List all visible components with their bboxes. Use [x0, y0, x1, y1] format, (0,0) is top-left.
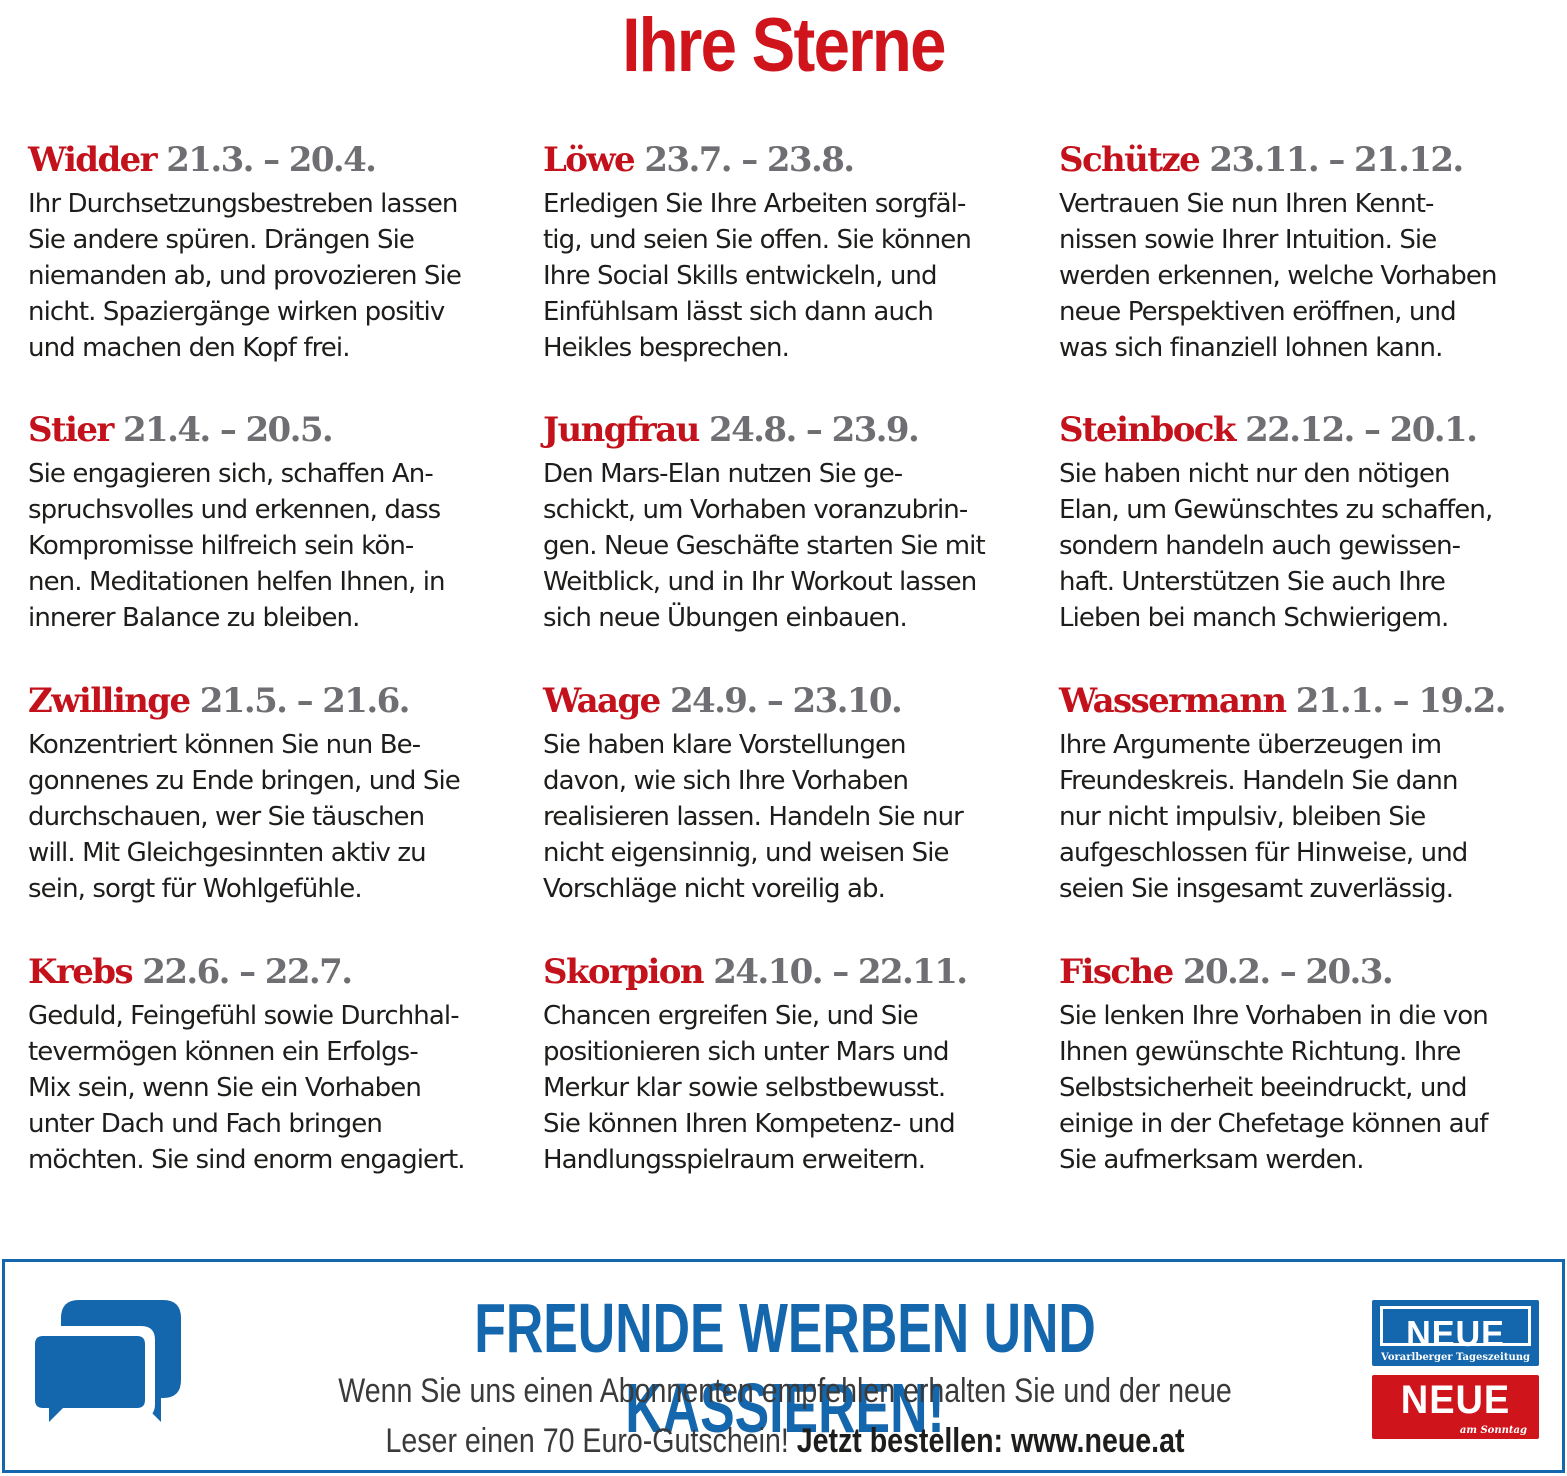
sign-entry-jungfrau: Jungfrau 24.8. – 23.9. Den Mars-Elan nut…: [543, 408, 1053, 636]
sign-text: Ihr Durchsetzungsbestreben lassen Sie an…: [28, 189, 462, 363]
sign-name: Waage: [543, 681, 661, 721]
sign-entry-wassermann: Wassermann 21.1. – 19.2. Ihre Argumente …: [1059, 679, 1567, 907]
sign-dates: 21.1. – 19.2.: [1295, 681, 1507, 721]
sign-dates: 22.6. – 22.7.: [142, 952, 353, 992]
promo-text-line-1: Wenn Sie uns einen Abonnenten empfehlen …: [338, 1372, 1232, 1410]
sign-name: Krebs: [28, 952, 134, 992]
logo-subtitle: Vorarlberger Tageszeitung: [1381, 1352, 1530, 1363]
sign-text: Sie engagieren sich, schaffen An- spruch…: [28, 459, 446, 633]
logo-subtitle: am Sonntag: [1459, 1425, 1527, 1436]
sign-entry-skorpion: Skorpion 24.10. – 22.11. Chancen ergreif…: [543, 950, 1053, 1178]
logo-word: NEUE: [1400, 1378, 1511, 1422]
sign-entry-fische: Fische 20.2. – 20.3. Sie lenken Ihre Vor…: [1059, 950, 1567, 1178]
sign-entry-schuetze: Schütze 23.11. – 21.12. Vertrauen Sie nu…: [1059, 138, 1567, 366]
sign-name: Widder: [28, 140, 158, 180]
sign-entry-widder: Widder 21.3. – 20.4. Ihr Durchsetzungsbe…: [28, 138, 538, 366]
neue-tageszeitung-logo[interactable]: NEUE Vorarlberger Tageszeitung: [1372, 1300, 1539, 1366]
sign-entry-krebs: Krebs 22.6. – 22.7. Geduld, Feingefühl s…: [28, 950, 538, 1178]
sign-entry-steinbock: Steinbock 22.12. – 20.1. Sie haben nicht…: [1059, 408, 1567, 636]
sign-name: Löwe: [543, 140, 636, 180]
sign-name: Schütze: [1059, 140, 1201, 180]
promo-text-line-2-start: Leser einen 70 Euro-Gutschein!: [385, 1422, 789, 1460]
sign-text: Sie lenken Ihre Vorhaben in die von Ihne…: [1059, 1001, 1489, 1175]
promo-title: FREUNDE WERBEN UND KASSIEREN!: [474, 1289, 1096, 1447]
sign-dates: 24.9. – 23.10.: [669, 681, 903, 721]
sign-name: Stier: [28, 410, 114, 450]
sign-dates: 24.8. – 23.9.: [709, 410, 920, 450]
sign-text: Den Mars-Elan nutzen Sie ge- schickt, um…: [543, 459, 986, 633]
sign-name: Zwillinge: [28, 681, 191, 721]
sign-dates: 21.5. – 21.6.: [199, 681, 411, 721]
sign-entry-stier: Stier 21.4. – 20.5. Sie engagieren sich,…: [28, 408, 538, 636]
sign-text: Geduld, Feingefühl sowie Durchhal- tever…: [28, 1001, 466, 1175]
promo-text-line-2: Leser einen 70 Euro-Gutschein! Jetzt bes…: [323, 1422, 1247, 1461]
sign-text: Konzentriert können Sie nun Be- gonnenes…: [28, 730, 461, 904]
sign-name: Fische: [1059, 952, 1174, 992]
page-title: Ihre Sterne: [622, 3, 946, 88]
sign-name: Wassermann: [1059, 681, 1287, 721]
sign-dates: 23.11. – 21.12.: [1209, 140, 1464, 180]
sign-entry-zwillinge: Zwillinge 21.5. – 21.6. Konzentriert kön…: [28, 679, 538, 907]
promo-cta-link[interactable]: Jetzt bestellen: www.neue.at: [796, 1422, 1185, 1460]
sign-dates: 23.7. – 23.8.: [644, 140, 855, 180]
sign-name: Skorpion: [543, 952, 705, 992]
neue-am-sonntag-logo[interactable]: NEUE am Sonntag: [1372, 1375, 1539, 1439]
sign-text: Vertrauen Sie nun Ihren Kennt- nissen so…: [1059, 189, 1497, 363]
sign-dates: 24.10. – 22.11.: [713, 952, 968, 992]
sign-text: Chancen ergreifen Sie, und Sie positioni…: [543, 1001, 956, 1175]
sign-text: Sie haben klare Vorstellungen davon, wie…: [543, 730, 964, 904]
sign-text: Sie haben nicht nur den nötigen Elan, um…: [1059, 459, 1493, 633]
sign-name: Jungfrau: [543, 410, 700, 450]
sign-entry-waage: Waage 24.9. – 23.10. Sie haben klare Vor…: [543, 679, 1053, 907]
speech-bubbles-icon: [25, 1300, 181, 1442]
sign-dates: 22.12. – 20.1.: [1245, 410, 1478, 450]
sign-dates: 21.3. – 20.4.: [166, 140, 377, 180]
sign-name: Steinbock: [1059, 410, 1236, 450]
sign-dates: 20.2. – 20.3.: [1182, 952, 1394, 992]
sign-text: Ihre Argumente überzeugen im Freundeskre…: [1059, 730, 1468, 904]
sign-entry-loewe: Löwe 23.7. – 23.8. Erledigen Sie Ihre Ar…: [543, 138, 1053, 366]
sign-dates: 21.4. – 20.5.: [122, 410, 334, 450]
sign-text: Erledigen Sie Ihre Arbeiten sorgfäl- tig…: [543, 189, 972, 363]
promo-banner[interactable]: FREUNDE WERBEN UND KASSIEREN! Wenn Sie u…: [2, 1259, 1565, 1473]
logo-word: NEUE: [1406, 1313, 1505, 1354]
